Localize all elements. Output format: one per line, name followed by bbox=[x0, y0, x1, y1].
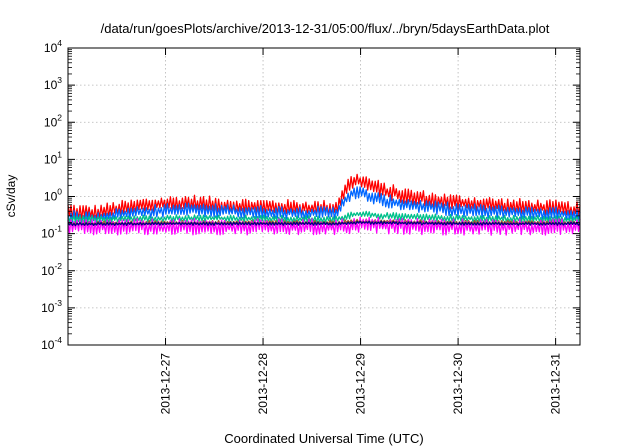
x-axis-label: Coordinated Universal Time (UTC) bbox=[224, 431, 424, 446]
series-line-2 bbox=[67, 186, 581, 225]
chart-title: /data/run/goesPlots/archive/2013-12-31/0… bbox=[100, 21, 550, 36]
y-tick-label: 10-4 bbox=[41, 335, 62, 352]
y-tick-label: 104 bbox=[44, 38, 62, 55]
series-lines bbox=[67, 173, 581, 236]
y-tick-label: 102 bbox=[44, 112, 62, 129]
x-tick-labels: 2013-12-27 2013-12-28 2013-12-29 2013-12-30… bbox=[159, 353, 563, 415]
y-tick-label: 10-2 bbox=[41, 261, 62, 278]
y-axis-label: cSv/day bbox=[4, 175, 18, 218]
series-line-6 bbox=[67, 220, 581, 227]
y-tick-label: 101 bbox=[44, 149, 62, 166]
y-tick-label: 10-1 bbox=[41, 224, 62, 241]
x-tick-label: 2013-12-30 bbox=[451, 353, 465, 415]
x-tick-label: 2013-12-31 bbox=[549, 353, 563, 415]
x-tick-label: 2013-12-28 bbox=[256, 353, 270, 415]
grid-lines bbox=[68, 48, 580, 345]
x-tick-label: 2013-12-27 bbox=[159, 353, 173, 415]
axis-ticks bbox=[68, 47, 580, 346]
y-tick-label: 100 bbox=[44, 187, 62, 204]
y-tick-labels: 104 103 102 101 100 10-1 10-2 10-3 10-4 bbox=[41, 38, 62, 352]
x-tick-label: 2013-12-29 bbox=[354, 353, 368, 415]
y-tick-label: 103 bbox=[44, 75, 62, 92]
series-line-3 bbox=[67, 210, 581, 224]
y-tick-label: 10-3 bbox=[41, 298, 62, 315]
series-line-1 bbox=[67, 173, 581, 221]
